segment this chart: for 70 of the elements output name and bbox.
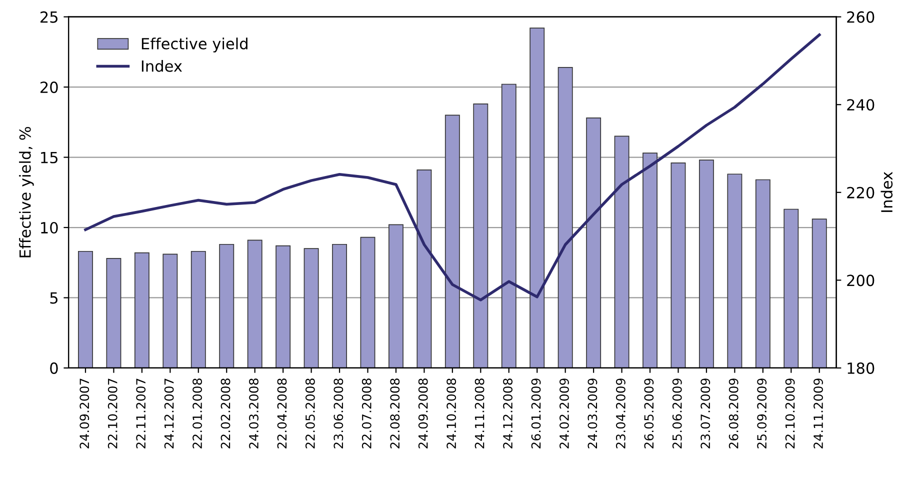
y-tick-label: 15 [41, 152, 58, 164]
x-tick-label: 23.07.2009 [700, 378, 710, 448]
legend-label: Effective yield [142, 38, 248, 52]
x-tick-label: 22.07.2008 [362, 378, 372, 448]
bar [276, 245, 291, 368]
x-tick-label: 24.09.2007 [80, 378, 90, 448]
x-tick-label: 23.06.2008 [334, 378, 344, 448]
x-tick-label: 24.11.2008 [474, 378, 484, 448]
x-tick-label: 24.12.2008 [503, 378, 513, 448]
bar [698, 160, 714, 368]
x-tick-label: 23.04.2009 [616, 378, 626, 448]
x-tick-label: 24.09.2008 [418, 378, 428, 448]
x-tick-label: 22.10.2007 [108, 378, 118, 448]
y-tick-label: 25 [40, 11, 58, 23]
bar [473, 103, 488, 368]
bar [304, 248, 319, 368]
bar [444, 114, 460, 368]
x-tick-label: 22.04.2008 [277, 378, 287, 448]
x-tick-label: 25.06.2009 [672, 378, 682, 448]
y-axis-title: Effective yield, % [19, 126, 34, 258]
bar [219, 244, 234, 368]
bar [388, 224, 404, 368]
y-tick-label: 20 [40, 82, 58, 94]
x-tick-label: 24.02.2009 [560, 378, 569, 448]
bar [247, 240, 262, 368]
y2-tick-label: 260 [847, 11, 874, 23]
bar [134, 252, 150, 368]
x-tick-label: 24.12.2007 [164, 378, 174, 448]
bar [727, 174, 742, 368]
line-series [84, 33, 821, 302]
x-tick-label: 24.10.2008 [446, 378, 456, 448]
bar [755, 179, 770, 368]
bar [530, 28, 545, 368]
y2-tick-label: 200 [847, 274, 874, 286]
y2-axis-title: Index [880, 172, 893, 212]
y-tick-label: 5 [50, 292, 58, 304]
y2-tick-label: 180 [848, 362, 874, 374]
x-tick-label: 22.05.2008 [305, 378, 315, 448]
y2-tick-label: 240 [847, 99, 874, 111]
x-tick-label: 22.11.2007 [136, 378, 146, 448]
bar [332, 244, 347, 368]
bar [784, 208, 799, 368]
y2-tick-label: 220 [847, 186, 874, 198]
x-tick-label: 24.03.2008 [249, 378, 258, 448]
bar [812, 218, 827, 368]
x-tick-label: 26.05.2009 [644, 378, 654, 448]
y-tick-label: 0 [50, 362, 58, 374]
x-tick-label: 25.09.2009 [757, 378, 767, 448]
x-tick-label: 22.02.2008 [220, 378, 230, 448]
bar [670, 162, 686, 368]
bar [416, 170, 432, 368]
bar [642, 152, 658, 368]
x-tick-label: 24.03.2009 [588, 378, 598, 448]
bar [106, 258, 122, 368]
x-tick-label: 22.01.2008 [192, 378, 202, 448]
bar [190, 250, 206, 368]
x-tick-label: 26.08.2009 [728, 378, 738, 448]
bar [558, 66, 573, 368]
legend-label: Index [142, 60, 182, 72]
x-tick-label: 26.01.2009 [531, 378, 541, 448]
x-tick-label: 24.11.2009 [814, 378, 823, 448]
bar [501, 84, 516, 368]
bar [614, 136, 630, 368]
bar [360, 236, 376, 368]
x-tick-label: 22.10.2009 [785, 378, 795, 448]
bar [586, 118, 602, 368]
x-tick-label: 22.08.2008 [390, 378, 400, 448]
bar [78, 250, 93, 368]
y-tick-label: 10 [41, 222, 58, 234]
bar [162, 254, 178, 368]
